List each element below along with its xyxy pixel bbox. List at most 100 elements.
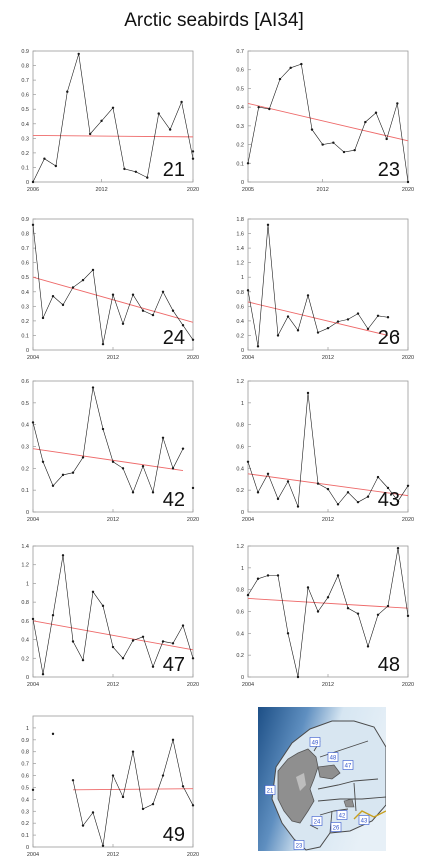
panel-label: 24 bbox=[163, 327, 185, 349]
y-tick-label: 1 bbox=[26, 581, 29, 587]
map-region-label-26: 26 bbox=[330, 822, 342, 832]
trend-line bbox=[72, 788, 194, 791]
y-tick-label: 0.5 bbox=[21, 785, 29, 791]
chart-panel-49: 0 0.1 0.2 0.3 0.4 0.5 0.6 0.7 0.8 0.9 1 2004 2012 202… bbox=[5, 710, 199, 860]
data-point bbox=[171, 309, 175, 312]
y-tick-label: 1 bbox=[26, 726, 29, 732]
y-tick-label: 0.4 bbox=[21, 423, 29, 429]
y-tick-label: 0.6 bbox=[21, 774, 29, 780]
data-point bbox=[101, 342, 105, 346]
trend-line bbox=[247, 102, 409, 142]
map-label-text: 21 bbox=[267, 788, 274, 794]
y-tick-label: 0.4 bbox=[21, 290, 29, 296]
chart-svg-49: 0 0.1 0.2 0.3 0.4 0.5 0.6 0.7 0.8 0.9 1 2004 2012 202… bbox=[21, 715, 199, 858]
data-point bbox=[181, 447, 185, 450]
map-svalbard-land bbox=[277, 748, 319, 824]
data-point bbox=[266, 472, 270, 475]
isolated-point bbox=[31, 788, 35, 792]
y-tick-label: 0.4 bbox=[236, 466, 244, 472]
data-point bbox=[180, 100, 183, 104]
data-point bbox=[396, 499, 400, 503]
y-tick-label: 0.3 bbox=[21, 809, 29, 815]
map-region-label-23: 23 bbox=[293, 840, 305, 850]
region-map-svg: 49 48 47 21 42 43 26 24 23 bbox=[258, 707, 387, 851]
data-point bbox=[131, 639, 135, 642]
chart-panel-42: 0 0.1 0.2 0.3 0.4 0.5 0.6 2004 2012 2020 42 bbox=[5, 375, 199, 525]
data-point bbox=[191, 657, 195, 660]
y-tick-label: 0.2 bbox=[21, 656, 29, 662]
map-label-text: 42 bbox=[339, 813, 346, 819]
y-tick-label: 0.7 bbox=[21, 78, 29, 84]
data-point bbox=[336, 503, 340, 506]
map-label-box bbox=[330, 822, 342, 832]
y-tick-label: 0 bbox=[26, 348, 29, 354]
data-point bbox=[43, 157, 46, 160]
data-point bbox=[146, 176, 149, 179]
map-label-text: 23 bbox=[296, 843, 303, 849]
data-point bbox=[91, 386, 95, 389]
x-tick-label: 2020 bbox=[187, 682, 199, 688]
data-point bbox=[342, 150, 346, 154]
y-tick-label: 0.3 bbox=[236, 124, 244, 130]
data-point bbox=[300, 62, 303, 66]
data-point bbox=[191, 338, 195, 342]
x-tick-label: 2004 bbox=[242, 355, 254, 361]
data-point bbox=[366, 645, 370, 648]
data-point bbox=[256, 491, 260, 494]
data-point bbox=[131, 491, 135, 494]
data-point bbox=[356, 612, 360, 615]
y-tick-label: 0 bbox=[26, 675, 29, 681]
y-tick-label: 1 bbox=[241, 566, 244, 572]
data-point bbox=[316, 610, 320, 613]
x-tick-label: 2020 bbox=[402, 517, 414, 523]
data-point bbox=[326, 596, 330, 599]
data-point bbox=[101, 844, 105, 848]
data-point bbox=[396, 102, 399, 105]
y-tick-label: 0.8 bbox=[236, 588, 244, 594]
x-tick-label: 2012 bbox=[322, 517, 334, 523]
data-point bbox=[61, 473, 65, 477]
map-island-small bbox=[343, 798, 355, 808]
data-point bbox=[332, 141, 335, 144]
map-label-box bbox=[309, 737, 321, 747]
y-tick-label: 0.3 bbox=[21, 304, 29, 310]
map-label-text: 48 bbox=[330, 755, 337, 761]
y-tick-label: 0.8 bbox=[21, 64, 29, 70]
data-point bbox=[366, 495, 370, 498]
y-tick-label: 0.7 bbox=[21, 762, 29, 768]
y-tick-label: 0.8 bbox=[21, 232, 29, 238]
region-map: 49 48 47 21 42 43 26 24 23 bbox=[258, 707, 387, 851]
y-tick-label: 0.6 bbox=[21, 261, 29, 267]
data-point bbox=[111, 645, 115, 649]
data-point bbox=[54, 164, 58, 168]
map-region-label-47: 47 bbox=[342, 760, 354, 770]
map-label-text: 49 bbox=[312, 740, 319, 746]
data-point bbox=[306, 391, 310, 395]
isolated-point bbox=[51, 732, 55, 736]
data-point bbox=[353, 148, 356, 152]
data-point bbox=[141, 464, 145, 468]
y-tick-label: 0.1 bbox=[21, 333, 29, 339]
series-line bbox=[247, 224, 389, 347]
panel-label: 23 bbox=[378, 159, 400, 181]
y-tick-label: 0.7 bbox=[21, 246, 29, 252]
panel-label: 42 bbox=[163, 489, 185, 511]
y-tick-label: 0.4 bbox=[236, 319, 244, 325]
data-point bbox=[31, 421, 35, 424]
y-tick-label: 0.9 bbox=[21, 738, 29, 744]
data-point bbox=[256, 345, 260, 348]
data-point bbox=[406, 614, 410, 618]
y-tick-label: 0.4 bbox=[236, 631, 244, 637]
x-tick-label: 2020 bbox=[187, 355, 199, 361]
data-point bbox=[336, 574, 340, 577]
data-point bbox=[181, 785, 185, 788]
chart-panel-21: 0 0.1 0.2 0.3 0.4 0.5 0.6 0.7 0.8 0.9 2006 2012 2020… bbox=[5, 45, 199, 195]
map-region-label-49: 49 bbox=[309, 737, 321, 747]
data-point bbox=[266, 574, 270, 577]
map-label-box bbox=[327, 752, 339, 762]
y-tick-label: 0.5 bbox=[21, 401, 29, 407]
data-point bbox=[61, 554, 65, 557]
x-tick-label: 2020 bbox=[402, 187, 414, 193]
isolated-point bbox=[191, 486, 195, 490]
data-point bbox=[191, 804, 195, 807]
